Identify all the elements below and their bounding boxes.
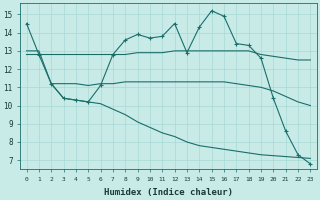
X-axis label: Humidex (Indice chaleur): Humidex (Indice chaleur) xyxy=(104,188,233,197)
